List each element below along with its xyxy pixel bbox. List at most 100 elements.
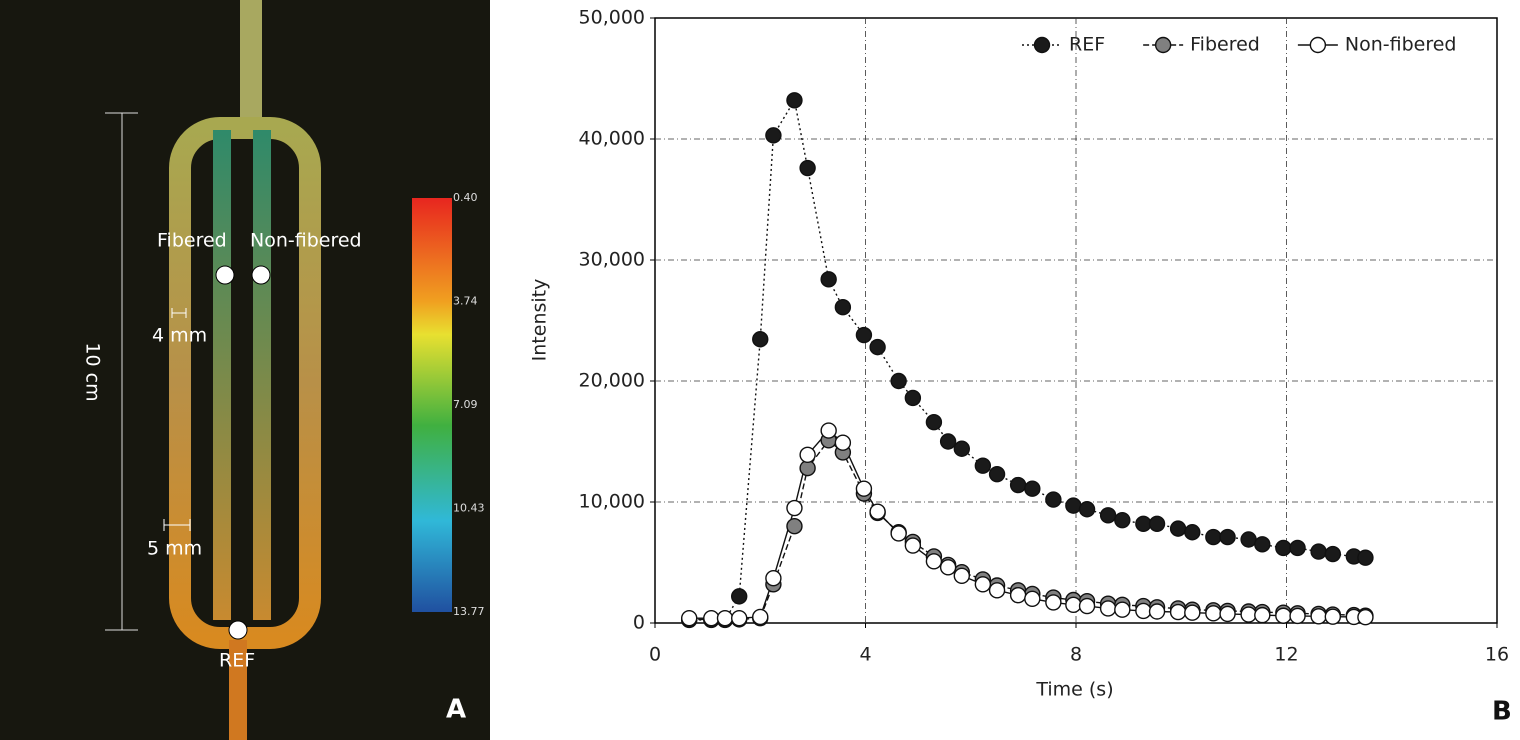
data-point — [1324, 545, 1342, 563]
data-point — [869, 338, 886, 356]
y-tick-label: 10,000 — [579, 491, 645, 513]
data-point — [752, 331, 769, 348]
width-label: 5 mm — [147, 538, 202, 560]
data-point — [890, 372, 907, 390]
data-point — [681, 609, 698, 627]
y-tick-label: 40,000 — [579, 128, 645, 150]
data-point — [939, 559, 957, 576]
data-point — [869, 503, 886, 520]
data-point — [1135, 515, 1152, 532]
data-point — [786, 499, 803, 517]
colorbar-label: 3.74 — [453, 294, 478, 307]
non-fibered-label: Non-fibered — [250, 230, 362, 252]
x-axis-title: Time (s) — [1035, 679, 1113, 701]
panel-label: B — [1492, 697, 1512, 727]
colorbar — [412, 198, 452, 612]
data-point — [1205, 528, 1222, 546]
data-point — [939, 433, 957, 450]
legend-label: Non-fibered — [1345, 34, 1457, 56]
data-point — [1310, 608, 1327, 625]
data-point — [855, 326, 873, 344]
data-point — [855, 480, 873, 497]
width-label: 4 mm — [152, 325, 207, 347]
data-point — [1310, 543, 1327, 560]
fibered-label: Fibered — [157, 230, 227, 252]
data-point — [799, 446, 816, 464]
ref-point — [228, 620, 248, 640]
data-point — [974, 576, 992, 593]
width-marker — [163, 519, 191, 531]
data-point — [1065, 596, 1082, 614]
data-point — [1148, 603, 1166, 620]
data-point — [925, 413, 943, 431]
fibered-point — [215, 265, 235, 285]
data-point — [1045, 594, 1062, 611]
fibered-channel — [213, 130, 231, 620]
data-point — [1024, 480, 1041, 497]
data-point — [703, 609, 720, 627]
y-tick-label: 50,000 — [579, 7, 645, 29]
data-point — [834, 434, 852, 451]
data-point — [925, 553, 943, 570]
data-point — [1240, 606, 1257, 623]
panel-label: A — [446, 695, 466, 725]
data-point — [1078, 501, 1096, 518]
data-point — [765, 127, 782, 144]
legend-marker — [1033, 36, 1051, 54]
data-point — [820, 422, 837, 439]
data-point — [820, 271, 837, 288]
data-point — [765, 570, 782, 587]
non-fibered-channel — [253, 130, 271, 620]
tube-stem — [240, 0, 262, 130]
colorbar-label: 0.40 — [453, 191, 478, 204]
data-point — [1184, 604, 1201, 621]
colorbar-label: 10.43 — [453, 502, 485, 515]
data-point — [1099, 600, 1117, 617]
y-tick-label: 20,000 — [579, 370, 645, 392]
length-label: 10 cm — [82, 342, 104, 401]
data-point — [1009, 476, 1027, 494]
y-tick-label: 0 — [633, 612, 645, 634]
legend-label: REF — [1069, 34, 1105, 56]
data-point — [1357, 549, 1374, 566]
data-point — [953, 440, 971, 457]
y-axis-title: Intensity — [529, 279, 551, 362]
data-point — [904, 389, 922, 407]
colorbar-label: 7.09 — [453, 398, 478, 411]
data-point — [1275, 539, 1292, 557]
data-point — [1099, 507, 1117, 524]
data-point — [1065, 497, 1082, 514]
y-tick-label: 30,000 — [579, 249, 645, 271]
data-point — [731, 588, 748, 605]
legend-marker — [1154, 36, 1172, 54]
data-point — [786, 92, 803, 109]
data-point — [1009, 586, 1027, 604]
data-point — [1169, 520, 1187, 537]
data-point — [1357, 608, 1374, 626]
data-point — [904, 537, 922, 554]
data-point — [1045, 491, 1062, 508]
legend: REF Fibered Non-fibered — [1022, 34, 1456, 56]
data-point — [988, 465, 1006, 483]
data-point — [752, 608, 769, 626]
data-point — [834, 298, 852, 316]
data-point — [890, 525, 907, 542]
data-point — [953, 567, 971, 585]
x-tick-label: 0 — [649, 644, 661, 666]
data-point — [1289, 539, 1306, 557]
data-point — [1219, 528, 1236, 546]
data-point — [731, 609, 748, 627]
x-tick-label: 8 — [1070, 644, 1082, 666]
non-fibered-point — [251, 265, 271, 285]
data-point — [1324, 608, 1342, 625]
data-point — [1169, 603, 1187, 621]
data-point — [1289, 607, 1306, 625]
data-point — [974, 457, 992, 474]
x-tick-label: 12 — [1274, 644, 1298, 666]
colorbar-label: 13.77 — [453, 605, 485, 618]
x-tick-label: 4 — [859, 644, 871, 666]
data-point — [1114, 601, 1131, 618]
data-point — [786, 518, 803, 535]
